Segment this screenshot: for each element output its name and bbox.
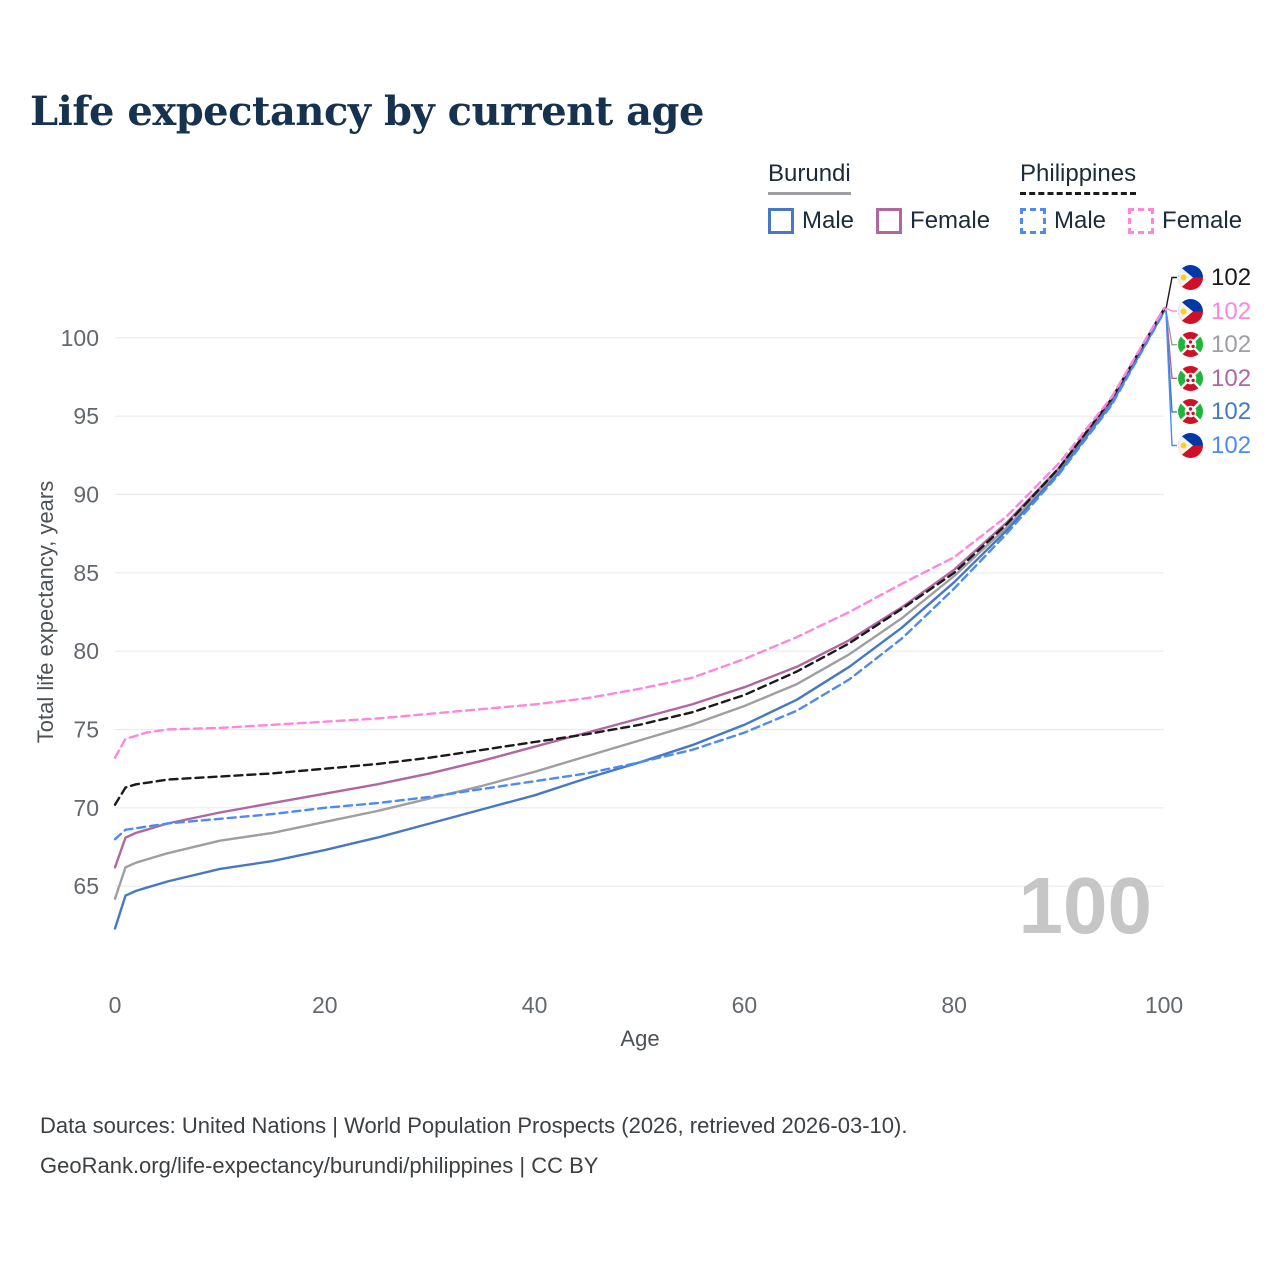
legend-item-burundi-female[interactable]: Female: [876, 207, 990, 235]
burundi-female-swatch-icon: [876, 208, 903, 234]
philippines-female-swatch-icon: [1128, 208, 1155, 234]
legend-group-philippines: Philippines Male Female: [1020, 160, 1242, 235]
x-tick-label-20: 20: [312, 992, 338, 1018]
legend-items-philippines: Male Female: [1020, 207, 1242, 235]
philippines-male-swatch-icon: [1020, 208, 1046, 234]
legend-label-philippines-male: Male: [1054, 207, 1107, 234]
x-tick-label-100: 100: [1145, 992, 1183, 1018]
end-label-leader-line-burundi-female: [1165, 309, 1177, 379]
y-tick-label-75: 75: [73, 717, 99, 743]
legend-group-burundi: Burundi Male Female: [768, 160, 990, 235]
y-tick-label-100: 100: [61, 325, 99, 351]
legend-items-burundi: Male Female: [768, 207, 990, 235]
legend-item-burundi-male[interactable]: Male: [768, 207, 854, 235]
y-axis-title: Total life expectancy, years: [33, 480, 58, 744]
x-tick-label-40: 40: [522, 992, 548, 1018]
y-tick-label-85: 85: [73, 560, 99, 586]
series-line-burundi-both: [113, 309, 1166, 900]
end-label-leader-line-philippines-female: [1165, 307, 1177, 312]
y-tick-label-90: 90: [73, 482, 99, 508]
page-title: Life expectancy by current age: [30, 88, 704, 135]
legend-label-burundi-female: Female: [910, 207, 991, 234]
x-tick-label-0: 0: [109, 992, 122, 1018]
legend-country-philippines[interactable]: Philippines: [1020, 160, 1137, 195]
series-line-burundi-female: [113, 308, 1166, 869]
footer-data-sources: Data sources: United Nations | World Pop…: [40, 1113, 908, 1138]
end-label-leader-line-burundi-both: [1165, 310, 1177, 346]
y-tick-label-70: 70: [73, 795, 99, 821]
legend-item-philippines-female[interactable]: Female: [1128, 207, 1242, 235]
x-tick-label-60: 60: [732, 992, 758, 1018]
end-label-leader-line-philippines-both: [1165, 276, 1177, 310]
legend-item-philippines-male[interactable]: Male: [1020, 207, 1106, 235]
series-line-philippines-male: [113, 310, 1166, 841]
legend-label-philippines-female: Female: [1162, 207, 1243, 234]
footer-attribution: GeoRank.org/life-expectancy/burundi/phil…: [40, 1153, 599, 1178]
end-label-leader-line-philippines-male: [1165, 311, 1177, 447]
x-axis-title: Age: [620, 1026, 660, 1051]
x-tick-label-80: 80: [941, 992, 967, 1018]
series-line-philippines-female: [113, 306, 1166, 759]
burundi-male-swatch-icon: [768, 208, 794, 234]
series-line-philippines-both: [113, 307, 1166, 806]
legend-label-burundi-male: Male: [802, 207, 855, 234]
legend-country-burundi[interactable]: Burundi: [768, 160, 851, 195]
age-watermark: 100: [1018, 861, 1152, 950]
footer: Data sources: United Nations | World Pop…: [40, 1106, 907, 1186]
y-tick-label-80: 80: [73, 638, 99, 664]
y-tick-label-65: 65: [73, 873, 99, 899]
y-tick-label-95: 95: [73, 403, 99, 429]
series-line-burundi-male: [113, 310, 1166, 930]
